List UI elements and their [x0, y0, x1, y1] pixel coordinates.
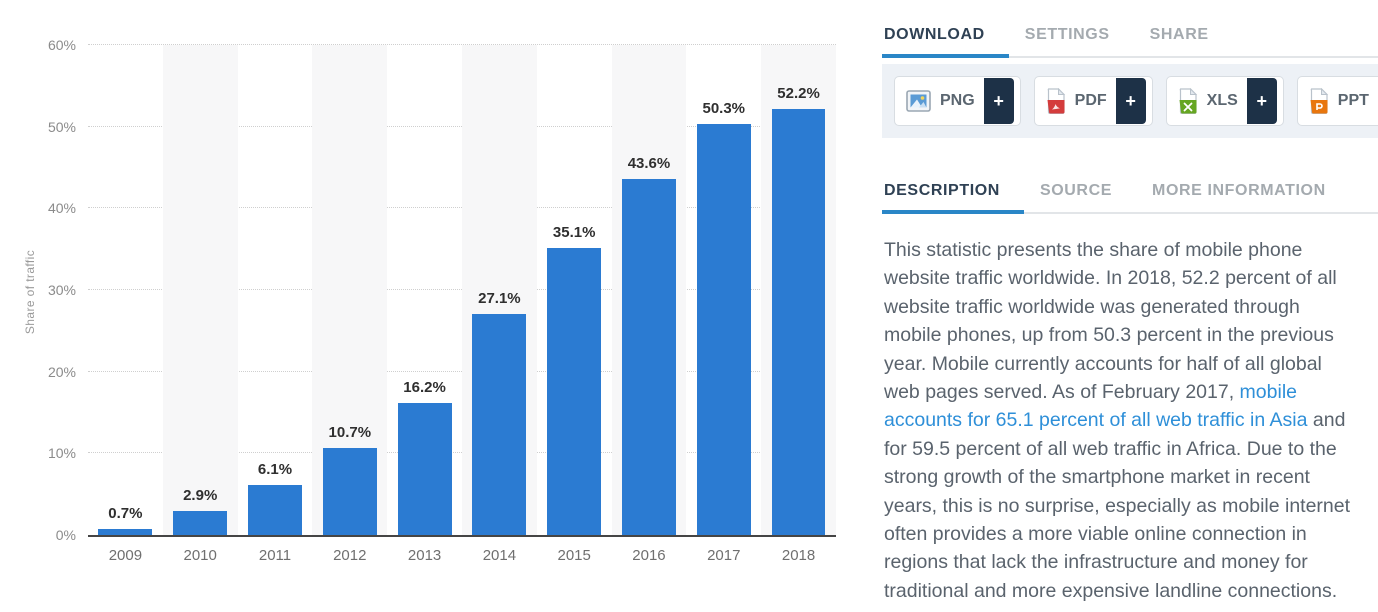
chart-column-2017: 50.3% 2017	[686, 45, 761, 564]
bar-value-label: 52.2%	[777, 84, 820, 102]
y-tick-label: 20%	[47, 363, 76, 380]
x-axis-label: 2014	[482, 547, 517, 564]
chart-column-2016: 43.6% 2016	[611, 45, 687, 564]
ppt-file-icon	[1309, 88, 1329, 114]
chart-column-2015: 35.1% 2015	[537, 45, 612, 564]
side-panel: DOWNLOAD SETTINGS SHARE PNG +	[860, 0, 1378, 612]
download-pdf-label: PDF	[1074, 92, 1107, 109]
chart-column-2010: 2.9% 2010	[162, 45, 238, 564]
xls-plus-icon[interactable]: +	[1246, 78, 1277, 124]
bar-2013	[397, 402, 452, 535]
bar-value-label: 43.6%	[627, 154, 671, 172]
pdf-plus-icon[interactable]: +	[1115, 78, 1146, 124]
description-after-link: and for 59.5 percent of all web traffic …	[884, 409, 1351, 602]
bar-2016	[622, 178, 676, 535]
x-axis-label: 2009	[108, 547, 143, 564]
download-xls-label: XLS	[1206, 92, 1238, 109]
chart-column-2011: 6.1% 2011	[238, 45, 313, 564]
xls-file-icon	[1178, 88, 1198, 114]
y-tick-label: 40%	[47, 200, 76, 217]
chart-column-2018: 52.2% 2018	[761, 45, 836, 564]
bar-2010	[173, 511, 228, 535]
download-pdf-button[interactable]: PDF +	[1033, 76, 1153, 126]
tab-share[interactable]: SHARE	[1149, 26, 1209, 43]
download-ppt-button[interactable]: PPT +	[1296, 76, 1378, 126]
download-ppt-label: PPT	[1337, 92, 1369, 109]
tab-download[interactable]: DOWNLOAD	[882, 26, 1009, 58]
x-axis-label: 2015	[557, 547, 591, 564]
y-tick-label: 10%	[47, 445, 76, 462]
bar-value-label: 2.9%	[183, 487, 218, 505]
chart-column-2012: 10.7% 2012	[312, 45, 388, 564]
bar-2017	[696, 124, 751, 535]
chart-column-2009: 0.7% 2009	[88, 45, 163, 564]
x-axis-label: 2018	[781, 547, 816, 564]
y-tick-label: 50%	[47, 118, 76, 135]
download-png-label: PNG	[940, 92, 975, 109]
info-tabs: DESCRIPTION SOURCE MORE INFORMATION	[882, 182, 1378, 214]
chart-section: Share of traffic 0% 10% 20% 30% 40% 50% 60% 0.7…	[23, 37, 836, 564]
x-axis-label: 2016	[632, 547, 666, 564]
bar-2014	[472, 313, 527, 535]
x-axis-label: 2013	[407, 547, 442, 564]
x-axis-label: 2017	[707, 547, 741, 564]
bar-value-label: 6.1%	[257, 461, 293, 479]
download-png-button[interactable]: PNG +	[894, 76, 1021, 126]
pdf-file-icon	[1046, 88, 1066, 114]
x-axis-label: 2011	[258, 547, 292, 564]
bar-2009	[98, 529, 153, 535]
x-axis-label: 2012	[333, 547, 367, 564]
gridline-60%	[88, 44, 836, 45]
asia-traffic-link[interactable]: mobile accounts for 65.1 percent of all …	[884, 381, 1308, 432]
info-tabs-wrap: DESCRIPTION SOURCE MORE INFORMATION	[882, 182, 1378, 214]
bar-value-label: 10.7%	[328, 423, 372, 441]
description-text: This statistic presents the share of mob…	[884, 236, 1358, 605]
bar-value-label: 35.1%	[552, 224, 596, 242]
bar-value-label: 16.2%	[403, 378, 446, 396]
tab-settings[interactable]: SETTINGS	[1024, 26, 1110, 43]
bar-value-label: 50.3%	[702, 100, 746, 118]
bar-chart-plot: 0% 10% 20% 30% 40% 50% 60% 0.7% 2009 2.9% 2010 6.1%…	[48, 37, 836, 564]
y-tick-label: 30%	[47, 282, 76, 298]
bar-2015	[547, 248, 602, 535]
x-axis-label: 2010	[183, 547, 217, 564]
bar-value-label: 0.7%	[108, 505, 143, 523]
download-tabs: DOWNLOAD SETTINGS SHARE	[882, 26, 1378, 58]
download-xls-button[interactable]: XLS +	[1165, 76, 1284, 126]
description-before-link: This statistic presents the share of mob…	[884, 239, 1337, 404]
png-image-icon	[906, 90, 931, 112]
chart-column-2014: 27.1% 2014	[461, 45, 537, 564]
tab-more-information[interactable]: MORE INFORMATION	[1152, 182, 1326, 199]
y-tick-label: 0%	[55, 527, 76, 543]
y-tick-label: 60%	[47, 37, 76, 53]
chart-column-2013: 16.2% 2013	[387, 45, 462, 564]
tab-description[interactable]: DESCRIPTION	[882, 182, 1024, 214]
tab-source[interactable]: SOURCE	[1039, 182, 1113, 199]
png-plus-icon[interactable]: +	[983, 78, 1014, 124]
bar-2011	[248, 485, 302, 535]
bar-2018	[771, 108, 826, 535]
bar-value-label: 27.1%	[478, 289, 521, 307]
bar-2012	[322, 447, 377, 535]
download-panel: PNG + PDF +	[882, 64, 1378, 138]
